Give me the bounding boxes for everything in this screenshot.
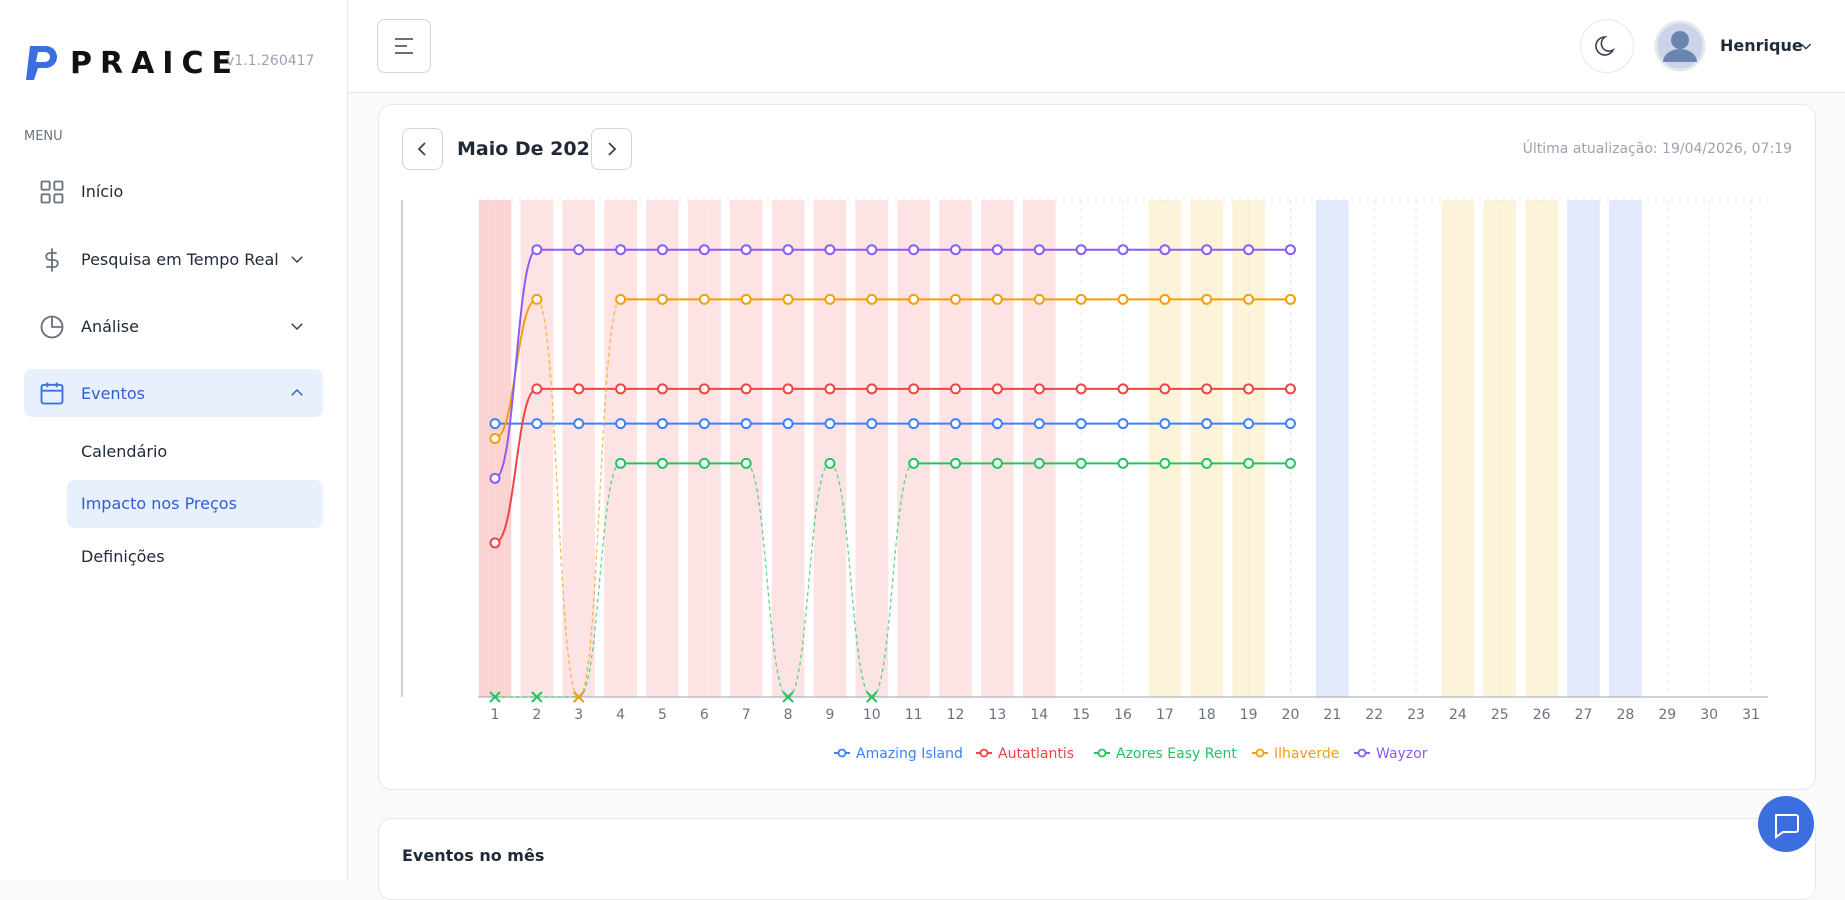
chevron [1800, 43, 1812, 50]
icon-home [40, 180, 64, 204]
chat-button[interactable] [1758, 796, 1814, 852]
arrow-left [417, 142, 426, 156]
events-card: Eventos no mês [378, 818, 1816, 900]
chart-card: Maio De 2026 Última atualização: 19/04/2… [378, 104, 1816, 790]
icon-pie [40, 315, 64, 339]
menu-icon [395, 38, 413, 54]
avatar[interactable] [1654, 20, 1706, 72]
logo-icon [26, 46, 57, 80]
menu-label: MENU [24, 129, 63, 144]
chevron [291, 323, 303, 331]
sub-item[interactable]: Impacto nos Preços [81, 494, 237, 513]
active-sub-bg [67, 480, 323, 528]
moon-icon [1595, 36, 1615, 56]
user-name[interactable]: Henrique [1720, 36, 1803, 55]
menu-button[interactable] [377, 19, 431, 73]
nav-item[interactable]: Pesquisa em Tempo Real [81, 250, 279, 269]
chevron [291, 388, 303, 396]
active-item-bg [24, 369, 323, 417]
last-update: Última atualização: 19/04/2026, 07:19 [1522, 141, 1792, 157]
nav-item[interactable]: Eventos [81, 384, 145, 403]
sub-item[interactable]: Definições [81, 547, 165, 566]
sidebar: PRAICE v1.1.260417 MENU Início Pesquisa … [0, 0, 348, 880]
sub-item[interactable]: Calendário [81, 442, 168, 461]
arrow-right [608, 142, 617, 156]
prev-month[interactable] [402, 128, 443, 170]
topbar: Henrique [348, 0, 1845, 93]
next-month[interactable] [591, 128, 632, 170]
version: v1.1.260417 [226, 53, 315, 69]
brand: PRAICE [70, 46, 240, 81]
theme-button[interactable] [1580, 19, 1634, 73]
chat-icon [1775, 814, 1799, 839]
month-title: Maio De 2026 [457, 138, 604, 160]
icon-dollar [45, 248, 59, 272]
nav-item[interactable]: Início [81, 182, 124, 201]
events-title: Eventos no mês [402, 846, 545, 865]
icon-calendar [40, 382, 64, 405]
nav-item[interactable]: Análise [81, 317, 139, 336]
chevron [291, 256, 303, 264]
